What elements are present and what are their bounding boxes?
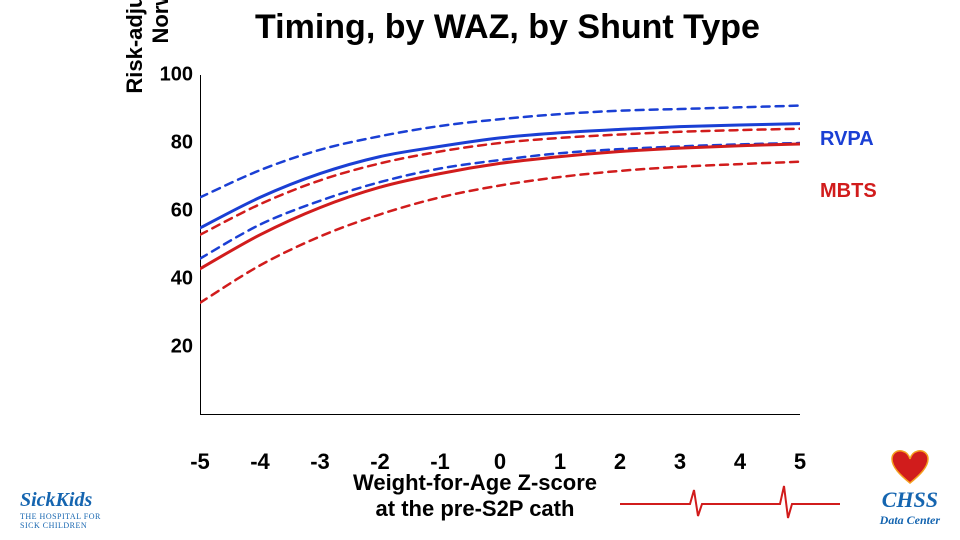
survival-chart (200, 75, 800, 415)
y-tick-80: 80 (155, 132, 193, 155)
y-tick-100: 100 (155, 64, 193, 87)
series-mbts-lower-ci (200, 162, 800, 303)
legend-rvpa: RVPA (820, 128, 874, 151)
y-tick-40: 40 (155, 268, 193, 291)
footer-right-logo: CHSS Data Center (880, 449, 940, 528)
sickkids-logo-text: SickKids (20, 489, 101, 512)
x-axis-label-line2: at the pre-S2P cath (376, 496, 575, 521)
page-title: Timing, by WAZ, by Shunt Type (255, 8, 760, 47)
sickkids-subtitle-1: THE HOSPITAL FOR (20, 512, 101, 521)
heart-icon (890, 449, 930, 485)
legend-mbts: MBTS (820, 180, 877, 203)
x-tick-5: 5 (794, 449, 806, 475)
x-tick--5: -5 (190, 449, 210, 475)
x-axis-label: Weight-for-Age Z-score at the pre-S2P ca… (300, 470, 650, 522)
x-axis-label-line1: Weight-for-Age Z-score (353, 470, 597, 495)
sickkids-subtitle-2: SICK CHILDREN (20, 521, 101, 530)
footer-left-logo: SickKids THE HOSPITAL FOR SICK CHILDREN (20, 489, 101, 530)
chss-subtitle: Data Center (880, 513, 940, 528)
chss-logo-text: CHSS (880, 487, 940, 513)
x-tick--4: -4 (250, 449, 270, 475)
x-tick-4: 4 (734, 449, 746, 475)
y-tick-20: 20 (155, 336, 193, 359)
ecg-decoration (620, 482, 840, 522)
x-tick-3: 3 (674, 449, 686, 475)
y-tick-60: 60 (155, 200, 193, 223)
y-axis-label: Risk-adjusted, 4-Year, post-Norwood Surv… (122, 0, 174, 110)
